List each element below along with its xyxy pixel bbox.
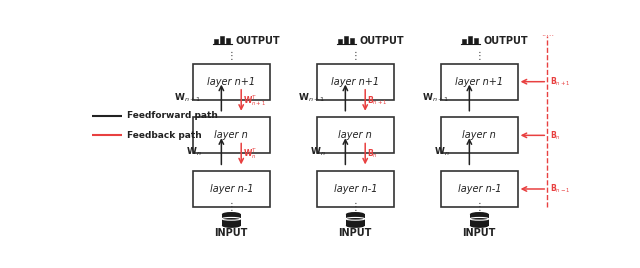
Text: layer n-1: layer n-1 (458, 184, 501, 194)
Bar (350, 38, 355, 44)
Text: $\mathbf{W}_{n}$: $\mathbf{W}_{n}$ (310, 145, 326, 158)
Text: layer n+1: layer n+1 (207, 77, 255, 87)
Ellipse shape (346, 212, 365, 217)
Text: ⋮: ⋮ (474, 51, 484, 61)
Ellipse shape (222, 223, 241, 228)
FancyBboxPatch shape (193, 64, 269, 100)
Text: .....: ..... (541, 29, 554, 38)
Text: Feedforward path: Feedforward path (127, 111, 218, 120)
Text: $\mathbf{W}_{n}$: $\mathbf{W}_{n}$ (186, 145, 202, 158)
Bar (220, 36, 225, 44)
Bar (470, 214, 489, 226)
Text: layer n: layer n (463, 130, 496, 140)
Text: layer n+1: layer n+1 (332, 77, 380, 87)
Text: Feedback path: Feedback path (127, 131, 202, 140)
Text: INPUT: INPUT (214, 228, 248, 238)
Text: OUTPUT: OUTPUT (359, 36, 404, 46)
Bar (227, 38, 230, 44)
Text: $\mathbf{B}_{n-1}$: $\mathbf{B}_{n-1}$ (550, 183, 570, 195)
Text: layer n-1: layer n-1 (333, 184, 377, 194)
Text: layer n: layer n (214, 130, 248, 140)
Bar (468, 36, 472, 44)
FancyBboxPatch shape (193, 117, 269, 153)
Bar (222, 214, 241, 226)
Text: layer n: layer n (339, 130, 372, 140)
Text: ⋮: ⋮ (227, 51, 236, 61)
Bar (474, 38, 478, 44)
Bar (214, 39, 218, 44)
Text: ⋮: ⋮ (351, 51, 360, 61)
Text: layer n-1: layer n-1 (209, 184, 253, 194)
FancyBboxPatch shape (441, 117, 518, 153)
Text: INPUT: INPUT (339, 228, 372, 238)
Text: OUTPUT: OUTPUT (236, 36, 280, 46)
FancyBboxPatch shape (441, 64, 518, 100)
Bar (346, 214, 365, 226)
Text: ⋮: ⋮ (227, 202, 236, 211)
Text: OUTPUT: OUTPUT (483, 36, 528, 46)
Text: $\mathbf{B}_{n}$: $\mathbf{B}_{n}$ (367, 148, 378, 160)
Text: layer n+1: layer n+1 (455, 77, 503, 87)
FancyBboxPatch shape (441, 171, 518, 207)
Text: $\mathbf{W}_{n+1}$: $\mathbf{W}_{n+1}$ (422, 91, 449, 104)
FancyBboxPatch shape (193, 171, 269, 207)
Text: $\mathbf{W}^{T}_{n}$: $\mathbf{W}^{T}_{n}$ (243, 147, 257, 161)
Ellipse shape (222, 212, 241, 217)
Bar (339, 39, 342, 44)
Text: $\mathbf{B}_{n+1}$: $\mathbf{B}_{n+1}$ (550, 75, 570, 88)
Bar (344, 36, 348, 44)
Text: INPUT: INPUT (463, 228, 496, 238)
Ellipse shape (346, 223, 365, 228)
Text: $\mathbf{W}_{n+1}$: $\mathbf{W}_{n+1}$ (298, 91, 326, 104)
FancyBboxPatch shape (317, 117, 394, 153)
Ellipse shape (470, 223, 489, 228)
Text: $\mathbf{W}_{n}$: $\mathbf{W}_{n}$ (434, 145, 449, 158)
Ellipse shape (470, 212, 489, 217)
Text: $\mathbf{B}_{n}$: $\mathbf{B}_{n}$ (550, 129, 561, 142)
Text: ⋮: ⋮ (474, 202, 484, 211)
Text: $\mathbf{W}_{n+1}$: $\mathbf{W}_{n+1}$ (174, 91, 202, 104)
FancyBboxPatch shape (317, 171, 394, 207)
Text: $\mathbf{B}_{n+1}$: $\mathbf{B}_{n+1}$ (367, 94, 387, 106)
FancyBboxPatch shape (317, 64, 394, 100)
Text: $\mathbf{W}^{T}_{n+1}$: $\mathbf{W}^{T}_{n+1}$ (243, 93, 266, 108)
Bar (463, 39, 467, 44)
Text: ⋮: ⋮ (351, 202, 360, 211)
